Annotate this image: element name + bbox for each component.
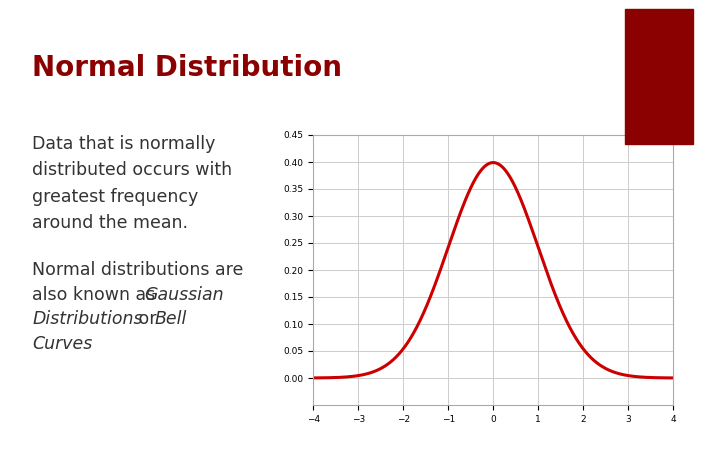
Text: Data that is normally
distributed occurs with
greatest frequency
around the mean: Data that is normally distributed occurs… [32, 135, 233, 232]
Text: also known as: also known as [32, 286, 161, 304]
Text: Normal Distribution: Normal Distribution [32, 54, 343, 82]
Text: Curves: Curves [32, 335, 93, 353]
Text: Gaussian: Gaussian [144, 286, 224, 304]
Text: Bell: Bell [155, 310, 187, 328]
Text: Normal distributions are: Normal distributions are [32, 261, 244, 279]
Text: Distributions: Distributions [32, 310, 143, 328]
Text: or: or [133, 310, 162, 328]
